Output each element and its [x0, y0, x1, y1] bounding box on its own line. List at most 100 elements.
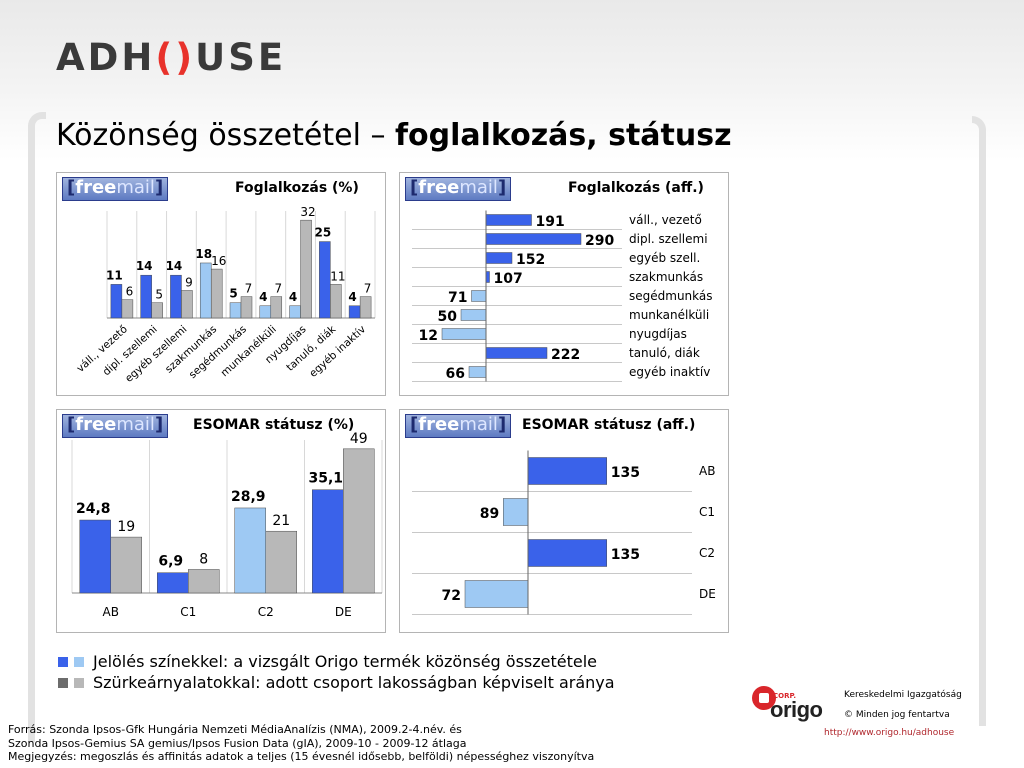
data-label-measured: 18	[195, 247, 212, 261]
data-label-population: 32	[300, 205, 315, 219]
title-bold: foglalkozás, státusz	[394, 118, 732, 153]
page-title: Közönség összetétel – foglalkozás, státu…	[56, 118, 732, 153]
bar-population	[188, 569, 220, 594]
data-label-population: 7	[274, 282, 282, 296]
category-label: szakmunkás	[629, 270, 703, 284]
bar-affinity	[485, 347, 548, 359]
data-label-affinity: 290	[585, 233, 614, 249]
origo-corp-tag: CORP.	[773, 692, 796, 700]
data-label-population: 7	[364, 282, 372, 296]
data-label-affinity: 50	[438, 309, 458, 325]
category-label: tanuló, diák	[629, 346, 700, 360]
source-note: Forrás: Szonda Ipsos-Gfk Hungária Nemzet…	[8, 723, 594, 764]
bar-measured	[229, 302, 242, 319]
data-label-population: 49	[350, 431, 368, 447]
category-label: segédmunkás	[629, 289, 713, 303]
data-label-measured: 14	[136, 259, 153, 273]
freemail-logo: [freemail]	[62, 414, 168, 438]
data-label-measured: 4	[289, 290, 297, 304]
data-label-affinity: 71	[448, 290, 467, 306]
category-label: DE	[699, 587, 716, 601]
category-label: AB	[103, 605, 119, 619]
data-label-affinity: 191	[536, 214, 565, 230]
data-label-affinity: 72	[442, 588, 461, 604]
bar-measured	[234, 507, 266, 594]
bar-population	[343, 448, 375, 594]
title-normal: Közönség összetétel –	[56, 118, 395, 153]
data-label-measured: 14	[166, 259, 183, 273]
bar-affinity	[468, 366, 487, 378]
bar-affinity	[471, 290, 487, 302]
category-label: C1	[180, 605, 196, 619]
data-label-population: 16	[211, 254, 226, 268]
origo-logo-mark	[752, 686, 776, 710]
data-label-measured: 4	[348, 290, 356, 304]
category-label: C2	[258, 605, 274, 619]
legend-swatch-gray	[74, 677, 84, 688]
bar-population	[300, 219, 312, 319]
panel-title: Foglalkozás (%)	[235, 180, 359, 196]
data-label-population: 11	[330, 269, 345, 283]
data-label-affinity: 12	[419, 328, 438, 344]
bar-measured	[170, 274, 182, 319]
bar-measured	[157, 572, 189, 594]
frame-left	[28, 112, 46, 742]
bar-measured	[319, 241, 331, 319]
bar-measured	[199, 262, 212, 319]
bar-affinity	[503, 498, 529, 526]
source-line-3: Megjegyzés: megoszlás és affinitás adato…	[8, 750, 595, 763]
legend-swatch-lightblue	[74, 656, 84, 667]
bar-population	[265, 530, 297, 594]
data-label-population: 7	[245, 282, 253, 296]
data-label-affinity: 135	[611, 465, 640, 481]
category-label: C2	[699, 546, 715, 560]
adhouse-logo: ADH()USE	[56, 36, 286, 79]
data-label-population: 6	[126, 285, 134, 299]
legend-swatch-blue	[58, 656, 68, 667]
data-label-population: 19	[117, 519, 135, 535]
logo-text-o: ()	[155, 36, 196, 79]
category-label: nyugdíjas	[629, 327, 687, 341]
bar-affinity	[485, 271, 490, 283]
chart-esomar-pct: 24,8 19 AB 6,9 8 C1 28,9 21 C2 35,1 49 DE	[71, 431, 383, 619]
freemail-logo: [freemail]	[62, 177, 168, 201]
legend-text-gray: Szürkeárnyalatokkal: adott csoport lakos…	[93, 673, 615, 692]
bar-measured	[79, 519, 111, 594]
freemail-logo: [freemail]	[405, 414, 511, 438]
legend: Jelölés színekkel: a vizsgált Origo term…	[58, 651, 615, 693]
bar-affinity	[460, 309, 487, 321]
category-label: C1	[699, 505, 715, 519]
data-label-population: 21	[272, 513, 290, 529]
bar-affinity	[485, 233, 582, 245]
bar-population	[121, 299, 134, 319]
bar-measured	[140, 274, 152, 319]
data-label-population: 8	[199, 551, 208, 567]
data-label-affinity: 107	[494, 271, 523, 287]
panel-title: Foglalkozás (aff.)	[568, 180, 704, 196]
bar-population	[330, 284, 342, 319]
corp-copyright: © Minden jog fentartva	[844, 710, 950, 720]
data-label-measured: 24,8	[76, 501, 111, 517]
category-label: AB	[699, 464, 715, 478]
data-label-measured: 4	[259, 290, 267, 304]
corp-url-link[interactable]: http://www.origo.hu/adhouse	[824, 728, 955, 738]
bar-affinity	[441, 328, 487, 340]
category-label: egyéb szell.	[629, 251, 700, 265]
bar-affinity	[485, 252, 513, 264]
data-label-affinity: 152	[516, 252, 545, 268]
data-label-measured: 11	[106, 268, 123, 282]
legend-text-color: Jelölés színekkel: a vizsgált Origo term…	[93, 652, 598, 671]
data-label-affinity: 135	[611, 547, 640, 563]
category-label: DE	[335, 605, 352, 619]
legend-swatch-darkgray	[58, 677, 68, 688]
data-label-population: 5	[155, 288, 163, 302]
bar-affinity	[527, 539, 607, 567]
bar-affinity	[527, 457, 607, 485]
panel-esomar-aff: [freemail] ESOMAR státusz (aff.) 135 AB 89…	[399, 409, 729, 633]
bar-population	[240, 296, 253, 319]
bar-population	[359, 296, 372, 319]
source-line-2: Szonda Ipsos-Gemius SA gemius/Ipsos Fusi…	[8, 736, 467, 750]
frame-right	[972, 116, 986, 726]
category-label: munkanélküli	[629, 308, 709, 322]
